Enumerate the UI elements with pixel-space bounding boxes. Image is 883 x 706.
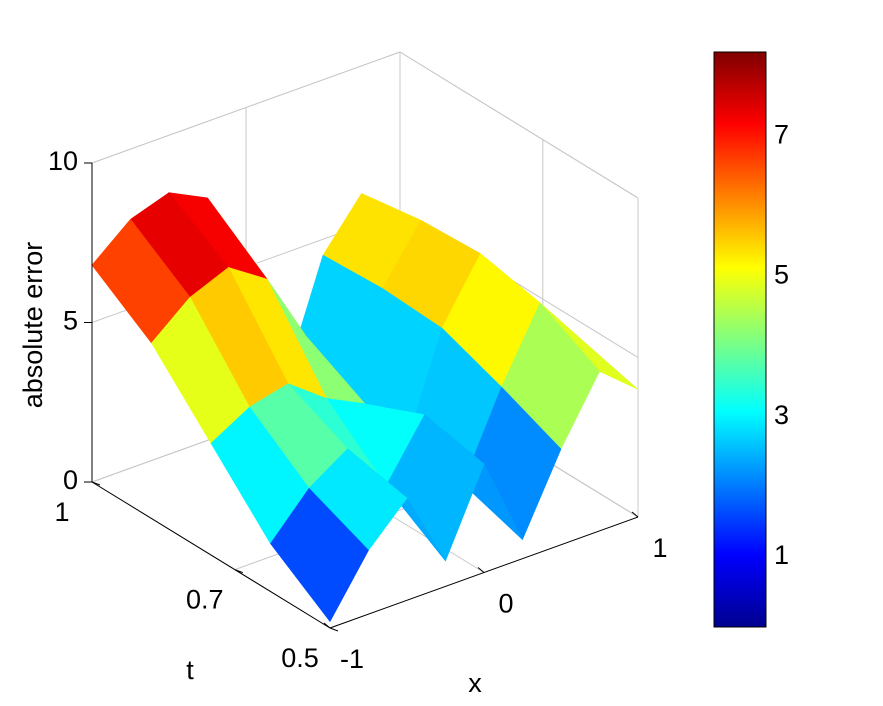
y-tick-label: 1 xyxy=(54,497,69,527)
x-tick xyxy=(631,511,639,518)
x-tick-label: -1 xyxy=(340,644,364,674)
z-tick-label: 0 xyxy=(63,465,78,495)
y-tick xyxy=(329,627,339,632)
z-grid-line xyxy=(399,51,639,199)
y-tick-label: 0.7 xyxy=(186,585,224,615)
colorbar xyxy=(713,51,767,628)
colorbar-tick-label: 1 xyxy=(774,540,789,570)
y-tick xyxy=(234,569,243,574)
x-tick xyxy=(477,567,485,573)
y-tick xyxy=(91,481,101,486)
t-axis-label: t xyxy=(186,655,194,685)
colorbar-tick-label: 7 xyxy=(774,119,789,149)
colorbar-tick-label: 3 xyxy=(774,400,789,430)
colorbar-tick-label: 5 xyxy=(774,260,789,290)
x-tick-label: 1 xyxy=(652,533,667,563)
surface-patch xyxy=(270,487,369,623)
axis-line xyxy=(91,481,331,629)
z-axis-label: absolute error xyxy=(18,242,48,409)
x-tick xyxy=(323,622,331,629)
y-tick-label: 0.5 xyxy=(281,643,319,673)
z-tick-label: 10 xyxy=(48,146,78,176)
x-tick-label: 0 xyxy=(498,589,513,619)
z-tick-label: 5 xyxy=(63,306,78,336)
x-axis-label: x xyxy=(468,668,482,698)
